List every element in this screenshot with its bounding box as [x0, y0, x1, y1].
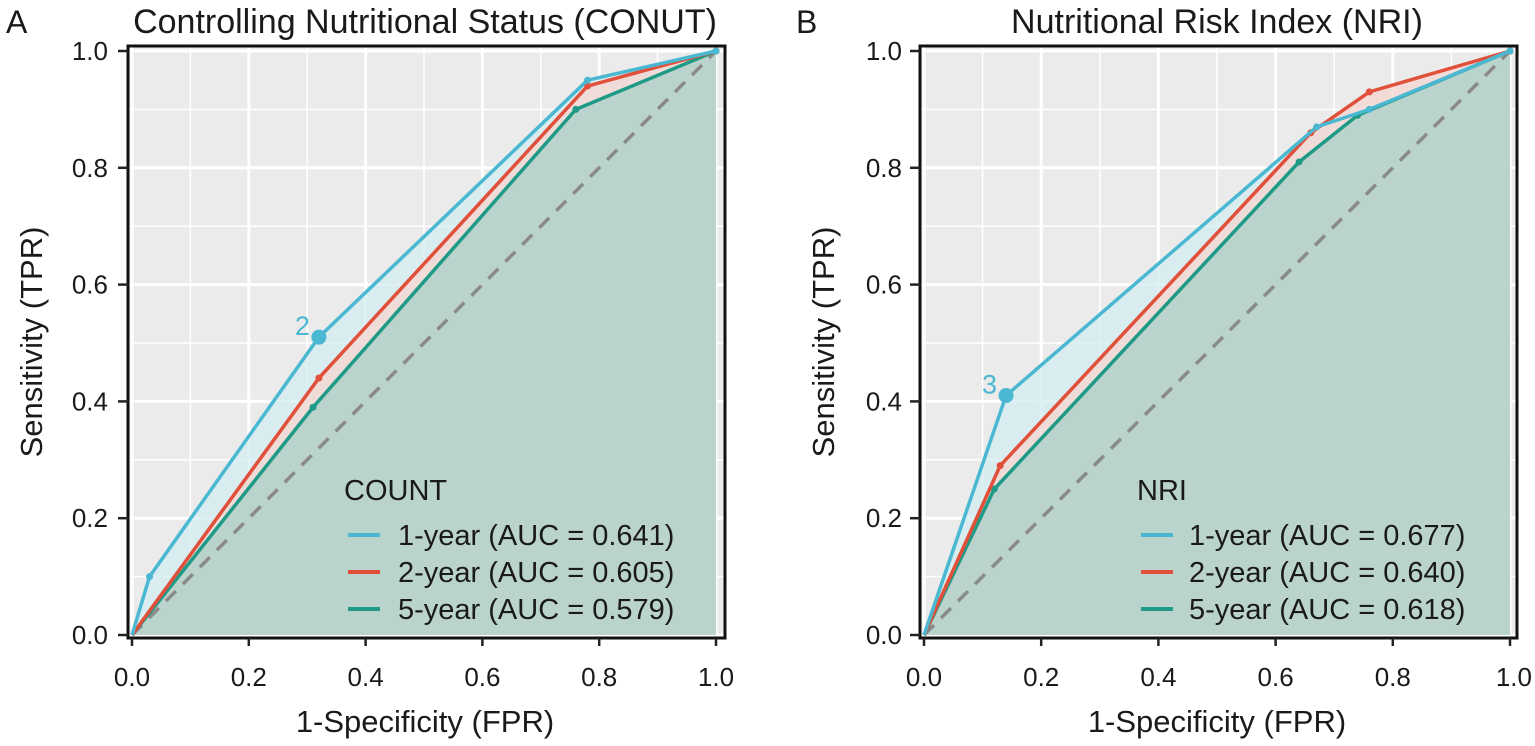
panel-a-y-axis-label: Sensitivity (TPR): [14, 227, 49, 458]
panel-b-letter: B: [796, 4, 817, 40]
panel-a-roc-curve-5-year: [130, 49, 717, 637]
panel-a-x-tick-label: 0.2: [231, 662, 267, 692]
panel-b-axes: 0.0 0.2 0.4 0.6 0.8 1.0 0.0 0.2 0.4 0.6 …: [866, 36, 1532, 692]
panel-a-axes: 0.0 0.2 0.4 0.6 0.8 1.0 0.0 0.2 0.4 0.6 …: [72, 36, 734, 692]
panel-a: A Controlling Nutritional Status (CONUT)…: [6, 3, 734, 739]
panel-b-x-tick-label: 1.0: [1496, 662, 1532, 692]
panel-b-roc-point-1-year: [1506, 47, 1514, 55]
panel-b-roc-curves: 3: [922, 47, 1514, 636]
panel-a-y-tick-label: 0.2: [72, 503, 108, 533]
panel-a-frame: [126, 44, 727, 640]
panel-a-roc-curves: 2: [130, 47, 720, 637]
panel-b-legend-label-5-year: 5-year (AUC = 0.618): [1189, 594, 1465, 626]
panel-b-legend-title: NRI: [1137, 475, 1187, 507]
panel-b-roc-point-1-year: [1313, 123, 1321, 131]
panel-a-roc-point-1-year: [584, 76, 592, 84]
panel-b: B Nutritional Risk Index (NRI) 3 0.0 0.2…: [796, 3, 1532, 739]
panel-a-letter: A: [6, 4, 28, 40]
panel-b-cutoff-point: [998, 388, 1014, 404]
panel-b-y-tick-label: 0.6: [866, 270, 902, 300]
panel-a-y-tick-label: 0.0: [72, 620, 108, 650]
panel-b-legend-label-2-year: 2-year (AUC = 0.640): [1189, 557, 1465, 589]
panel-b-y-tick-label: 0.8: [866, 153, 902, 183]
panel-a-title: Controlling Nutritional Status (CONUT): [133, 3, 717, 41]
panel-a-y-tick-label: 1.0: [72, 36, 108, 66]
panel-a-x-tick-label: 1.0: [698, 662, 734, 692]
panel-b-x-tick-label: 0.0: [906, 662, 942, 692]
panel-a-roc-curve-2-year: [130, 49, 717, 637]
panel-a-x-tick-label: 0.0: [114, 662, 150, 692]
panel-a-legend-label-2-year: 2-year (AUC = 0.605): [398, 557, 674, 589]
panel-b-title: Nutritional Risk Index (NRI): [1011, 3, 1423, 41]
panel-b-y-axis-label: Sensitivity (TPR): [806, 227, 841, 458]
panel-a-roc-point-2-year: [315, 374, 323, 382]
panel-b-x-tick-label: 0.2: [1023, 662, 1059, 692]
panel-b-legend: NRI 1-year (AUC = 0.677) 2-year (AUC = 0…: [1137, 475, 1465, 626]
panel-b-x-tick-label: 0.8: [1375, 662, 1411, 692]
panel-a-legend-title: COUNT: [344, 475, 447, 507]
panel-a-legend-label-1-year: 1-year (AUC = 0.641): [398, 520, 674, 552]
panel-a-x-tick-label: 0.6: [464, 662, 500, 692]
panel-a-x-tick-label: 0.8: [581, 662, 617, 692]
panel-a-roc-point-1-year: [146, 573, 154, 581]
panel-b-roc-point-2-year: [1365, 88, 1373, 96]
panel-a-y-tick-label: 0.8: [72, 153, 108, 183]
panel-a-x-tick-label: 0.4: [348, 662, 384, 692]
panel-a-roc-point-5-year: [572, 105, 580, 113]
panel-b-roc-point-2-year: [996, 462, 1004, 470]
panel-b-y-tick-label: 1.0: [866, 36, 902, 66]
panel-a-y-tick-label: 0.4: [72, 386, 108, 416]
panel-a-diagonal-reference: [130, 49, 718, 637]
panel-a-roc-point-5-year: [309, 403, 317, 411]
panel-a-cutoff-label: 2: [295, 311, 310, 341]
panel-a-legend-label-5-year: 5-year (AUC = 0.579): [398, 594, 674, 626]
panel-b-cutoff-label: 3: [982, 370, 997, 400]
panel-b-x-tick-label: 0.4: [1140, 662, 1176, 692]
panel-b-y-tick-label: 0.4: [866, 386, 902, 416]
panel-a-y-tick-label: 0.6: [72, 270, 108, 300]
panel-b-x-axis-label: 1-Specificity (FPR): [1088, 704, 1346, 739]
panel-b-roc-point-5-year: [990, 485, 998, 493]
panel-b-frame: [918, 44, 1519, 640]
panel-b-y-tick-label: 0.0: [866, 620, 902, 650]
panel-a-cutoff-point: [311, 329, 327, 345]
panel-b-y-tick-label: 0.2: [866, 503, 902, 533]
panel-b-diagonal-reference: [922, 49, 1512, 637]
panel-b-roc-point-5-year: [1295, 158, 1303, 166]
panel-a-roc-point-1-year: [712, 47, 720, 55]
panel-a-legend: COUNT 1-year (AUC = 0.641) 2-year (AUC =…: [344, 475, 674, 626]
panel-a-x-axis-label: 1-Specificity (FPR): [296, 704, 554, 739]
panel-b-legend-label-1-year: 1-year (AUC = 0.677): [1189, 520, 1465, 552]
panel-b-x-tick-label: 0.6: [1258, 662, 1294, 692]
panel-b-roc-point-1-year: [1365, 105, 1373, 113]
